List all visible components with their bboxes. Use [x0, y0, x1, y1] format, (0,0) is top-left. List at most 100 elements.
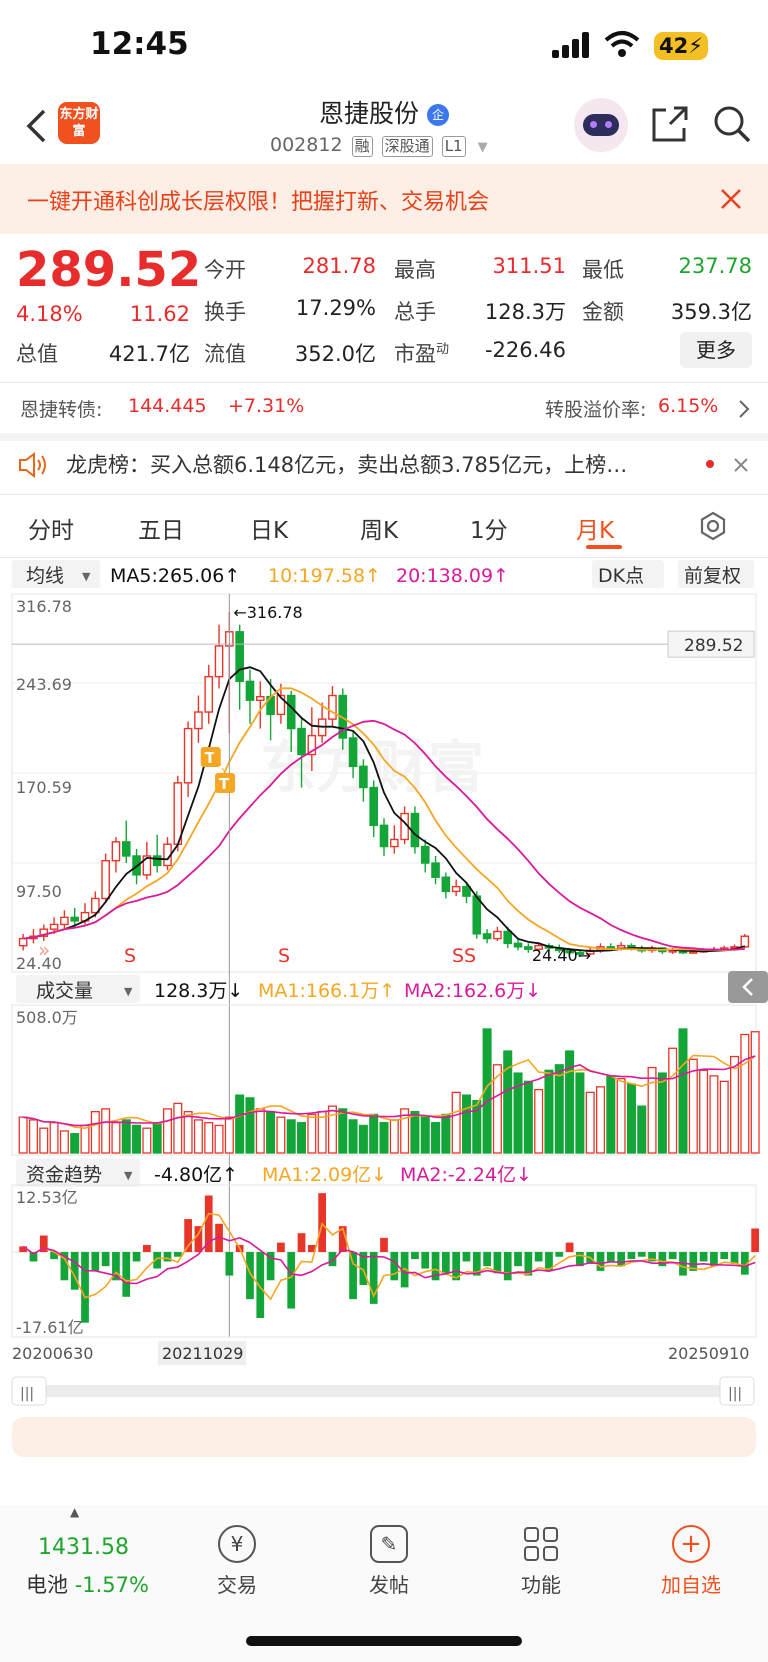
volume-bar — [647, 1066, 657, 1154]
trade-marker-box[interactable] — [215, 773, 236, 793]
longhu-text: 龙虎榜：买入总额6.148亿元，卖出总额3.785亿元，上榜… — [66, 453, 628, 477]
functions-button[interactable]: 功能 — [486, 1525, 596, 1598]
candle — [575, 952, 585, 955]
sector-index[interactable]: 1431.58 — [38, 1535, 129, 1560]
plus-circle-icon: + — [672, 1525, 710, 1563]
post-button[interactable]: ✎ 发帖 — [334, 1525, 444, 1598]
candle — [276, 694, 286, 716]
fund-bar — [204, 1195, 213, 1253]
double-chevron-icon[interactable]: » — [38, 938, 50, 962]
sector-name: 电池 — [26, 1573, 68, 1597]
candle — [235, 631, 244, 683]
close-icon[interactable] — [734, 458, 748, 472]
caret-up-icon[interactable]: ▲ — [70, 1505, 80, 1519]
amount-label: 金额 — [582, 300, 624, 324]
edit-icon: ✎ — [370, 1525, 408, 1563]
tab-weekly-k[interactable]: 周K — [360, 518, 399, 544]
premium-value: 6.15% — [658, 395, 719, 417]
fund-bar — [483, 1252, 491, 1267]
fund-bar — [163, 1252, 172, 1262]
fund-bar — [637, 1252, 646, 1257]
volume-bar — [461, 1094, 471, 1154]
tab-five-day[interactable]: 五日 — [138, 518, 184, 544]
signal-marker[interactable]: S — [278, 945, 290, 967]
sector-info[interactable]: 电池 -1.57% — [26, 1569, 149, 1599]
signal-marker[interactable]: SS — [452, 945, 476, 967]
scroll-handle-right[interactable] — [719, 1376, 755, 1406]
candle — [255, 695, 265, 701]
collapse-panel-button[interactable] — [728, 971, 768, 1003]
more-button[interactable]: 更多 — [680, 332, 752, 368]
fund-bar — [81, 1252, 89, 1323]
tab-monthly-k[interactable]: 月K — [576, 518, 615, 544]
search-icon[interactable] — [712, 104, 752, 144]
candle — [39, 928, 49, 937]
battery-level: 42 — [659, 34, 689, 58]
fund-bar — [112, 1252, 120, 1281]
pe-label: 市盈动 — [394, 342, 450, 366]
tab-intraday[interactable]: 分时 — [28, 518, 74, 544]
dragon-tiger-list[interactable]: 龙虎榜：买入总额6.148亿元，卖出总额3.785亿元，上榜… — [0, 434, 768, 494]
fund-selector[interactable] — [16, 1159, 140, 1187]
gear-icon[interactable] — [698, 511, 728, 541]
scroll-handle-left[interactable] — [11, 1376, 47, 1406]
brand-logo[interactable]: 东方财富 — [58, 102, 100, 144]
ma-selector-caret-icon: ▼ — [82, 570, 91, 583]
trade-button[interactable]: ¥ 交易 — [182, 1525, 292, 1598]
fund-bar — [349, 1252, 357, 1300]
volume-bar — [565, 1050, 575, 1154]
ma-selector[interactable] — [12, 560, 100, 588]
ma10-line — [23, 687, 745, 952]
adjust-button[interactable] — [678, 560, 754, 588]
tab-one-minute[interactable]: 1分 — [470, 518, 508, 544]
share-icon[interactable] — [650, 104, 690, 144]
volume-bar — [39, 1127, 49, 1154]
volume-bar — [688, 1058, 698, 1154]
volume-bar — [626, 1083, 636, 1154]
trade-marker-box[interactable] — [200, 747, 221, 767]
fund-bar — [122, 1252, 131, 1297]
signal-marker[interactable]: S — [124, 945, 136, 967]
kline-svg[interactable]: 均线 ▼ MA5:265.06↑ 10:197.58↑ 20:138.09↑ D… — [0, 557, 768, 1457]
fund-bar — [184, 1219, 192, 1253]
volume-bar — [379, 1122, 389, 1154]
add-watchlist-label: 加自选 — [661, 1573, 721, 1597]
tag-level: L1 — [441, 136, 466, 157]
fund-bar — [472, 1252, 481, 1276]
volume-bar — [554, 1064, 564, 1154]
candle — [60, 916, 69, 926]
stock-header: 东方财富 恩捷股份 企 002812 融 深股通 L1 ▼ — [0, 90, 768, 164]
unread-dot — [706, 460, 714, 468]
scroll-track[interactable] — [14, 1385, 754, 1397]
fund-panel — [11, 1184, 757, 1338]
fund-bar — [380, 1237, 388, 1253]
tab-daily-k[interactable]: 日K — [250, 518, 289, 544]
volume-selector[interactable] — [16, 975, 140, 1003]
volume-bar — [472, 1099, 482, 1154]
candle — [111, 841, 121, 862]
volume-bar — [152, 1122, 162, 1154]
add-watchlist-button[interactable]: + 加自选 — [636, 1525, 746, 1598]
pe-value: -226.46 — [484, 338, 566, 362]
candle — [616, 944, 626, 949]
back-icon[interactable] — [24, 108, 48, 144]
candle — [534, 944, 543, 950]
chevron-right-icon[interactable] — [738, 399, 750, 419]
volume-selector-caret-icon: ▼ — [124, 985, 133, 998]
promo-banner[interactable]: 一键开通科创成长层权限！把握打新、交易机会 — [0, 164, 768, 234]
fund-bar — [699, 1252, 708, 1262]
candle — [451, 885, 461, 893]
robot-assistant-icon[interactable] — [574, 98, 628, 152]
date-cursor-box — [158, 1341, 246, 1365]
candle — [410, 812, 420, 848]
close-icon[interactable] — [720, 188, 742, 210]
convertible-bond-row[interactable]: 恩捷转债: 144.445 +7.31% 转股溢价率: 6.15% — [0, 383, 768, 433]
volume-bar — [70, 1133, 80, 1154]
volume-bar — [297, 1122, 307, 1154]
candle — [328, 694, 337, 720]
dropdown-caret-icon[interactable]: ▼ — [477, 140, 488, 155]
fund-bar — [50, 1252, 58, 1260]
float-value: 352.0亿 — [294, 342, 376, 366]
dk-button[interactable] — [592, 560, 664, 588]
volume-bar — [286, 1119, 296, 1154]
